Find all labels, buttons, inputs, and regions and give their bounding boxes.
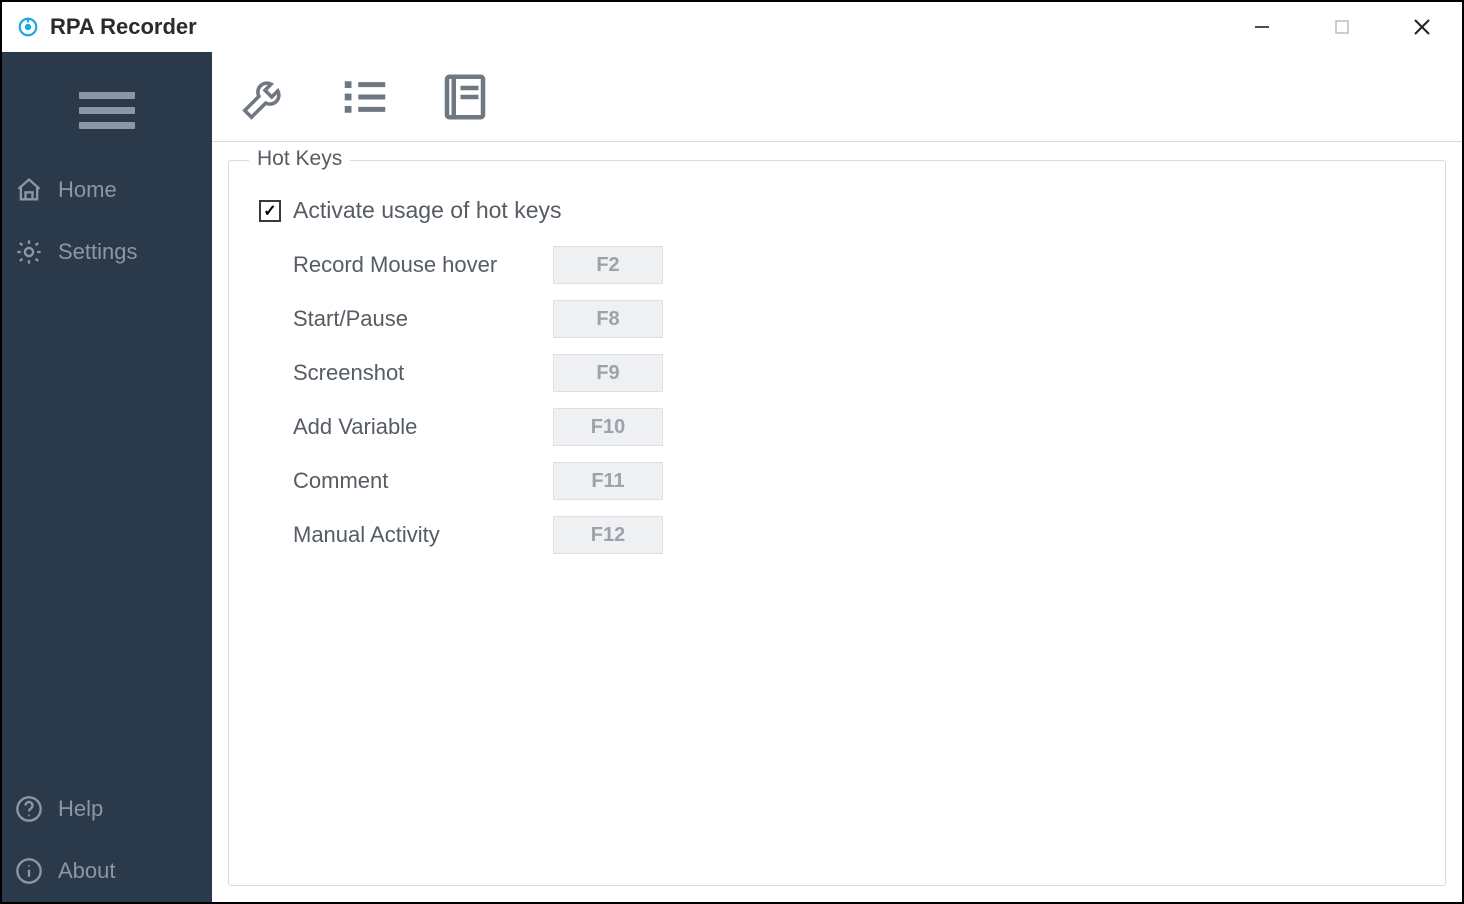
sidebar-item-home[interactable]: Home: [2, 159, 212, 221]
app-title: RPA Recorder: [50, 14, 197, 40]
hotkey-key-input[interactable]: F10: [553, 408, 663, 446]
hotkey-row: Screenshot F9: [293, 350, 1421, 396]
toolbar: [212, 52, 1462, 142]
window-controls: [1222, 2, 1462, 52]
hotkeys-panel: Hot Keys ✓ Activate usage of hot keys Re…: [228, 160, 1446, 886]
gear-icon: [14, 237, 44, 267]
sidebar-item-label: Settings: [58, 239, 138, 265]
info-icon: [14, 856, 44, 886]
hotkey-row: Add Variable F10: [293, 404, 1421, 450]
minimize-button[interactable]: [1222, 2, 1302, 52]
hotkey-label: Manual Activity: [293, 522, 553, 548]
hotkey-key-input[interactable]: F8: [553, 300, 663, 338]
sidebar-item-label: Help: [58, 796, 103, 822]
sidebar-item-about[interactable]: About: [2, 840, 212, 902]
hotkey-label: Start/Pause: [293, 306, 553, 332]
hotkey-key-input[interactable]: F12: [553, 516, 663, 554]
hotkey-label: Record Mouse hover: [293, 252, 553, 278]
home-icon: [14, 175, 44, 205]
hotkey-row: Start/Pause F8: [293, 296, 1421, 342]
close-button[interactable]: [1382, 2, 1462, 52]
menu-toggle-button[interactable]: [2, 72, 212, 159]
hotkey-key-input[interactable]: F2: [553, 246, 663, 284]
hotkey-label: Add Variable: [293, 414, 553, 440]
hotkey-row: Comment F11: [293, 458, 1421, 504]
book-button[interactable]: [436, 68, 494, 126]
sidebar-item-settings[interactable]: Settings: [2, 221, 212, 283]
app-icon: [16, 15, 40, 39]
maximize-button[interactable]: [1302, 2, 1382, 52]
wrench-button[interactable]: [236, 68, 294, 126]
hotkey-key-input[interactable]: F11: [553, 462, 663, 500]
hotkey-label: Comment: [293, 468, 553, 494]
hotkey-row: Manual Activity F12: [293, 512, 1421, 558]
sidebar-item-help[interactable]: Help: [2, 778, 212, 840]
activate-hotkeys-checkbox[interactable]: ✓: [259, 200, 281, 222]
activate-hotkeys-row: ✓ Activate usage of hot keys: [259, 197, 1421, 224]
sidebar: Home Settings Help: [2, 52, 212, 902]
panel-legend: Hot Keys: [249, 147, 350, 171]
activate-hotkeys-label: Activate usage of hot keys: [293, 197, 562, 224]
sidebar-item-label: Home: [58, 177, 117, 203]
help-icon: [14, 794, 44, 824]
main-area: Hot Keys ✓ Activate usage of hot keys Re…: [212, 52, 1462, 902]
hotkey-row: Record Mouse hover F2: [293, 242, 1421, 288]
hotkey-key-input[interactable]: F9: [553, 354, 663, 392]
list-button[interactable]: [336, 68, 394, 126]
sidebar-item-label: About: [58, 858, 116, 884]
hotkey-label: Screenshot: [293, 360, 553, 386]
titlebar: RPA Recorder: [2, 2, 1462, 52]
